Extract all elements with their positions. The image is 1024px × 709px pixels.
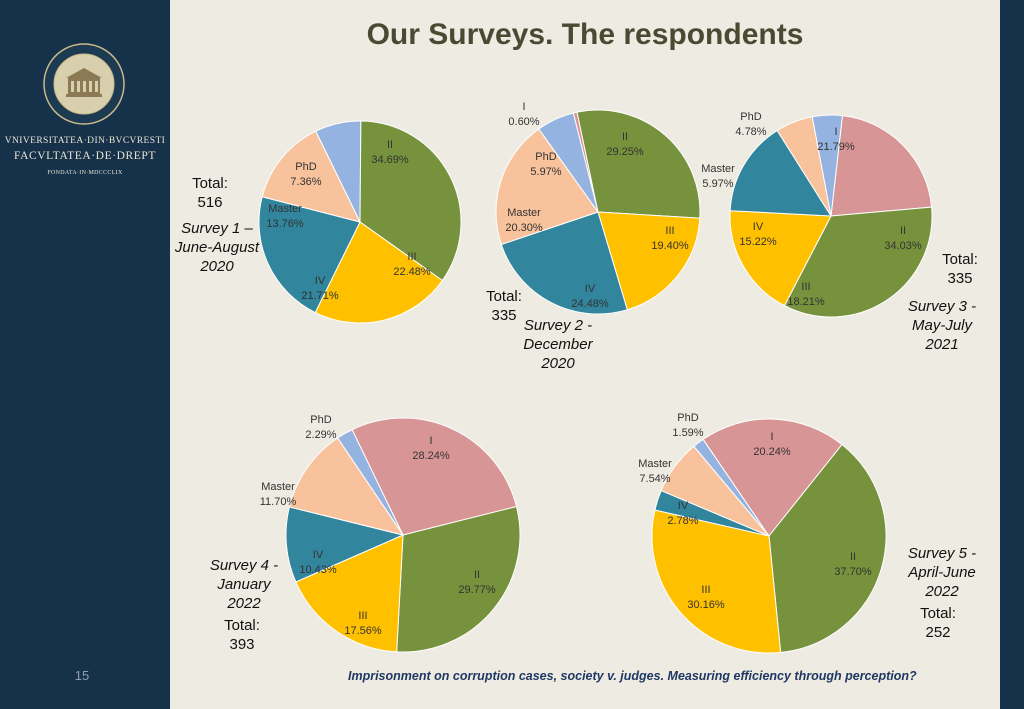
sidebar: VNIVERSITATEA·DIN·BVCVRESTI FACVLTATEA·D… bbox=[0, 0, 170, 709]
survey1-slice-ii bbox=[359, 120, 462, 282]
survey1-label-ii: II 34.69% bbox=[371, 139, 409, 166]
survey2-label-iii: III 19.40% bbox=[651, 225, 689, 252]
survey5-label-iv: IV 2.78% bbox=[667, 500, 698, 527]
survey2-label-iv: IV 24.48% bbox=[571, 283, 609, 310]
survey3-total-label: Total: bbox=[942, 251, 978, 268]
survey1-slice-iii bbox=[314, 221, 444, 324]
survey4-slice-master bbox=[288, 437, 405, 536]
survey4-slice-iv bbox=[285, 506, 405, 583]
survey3-total: Total: 335 bbox=[928, 250, 992, 288]
survey3-slice-ii bbox=[783, 206, 933, 318]
survey4-total-label: Total: bbox=[224, 617, 260, 634]
survey2-note-line: December bbox=[523, 336, 593, 353]
survey1-label-iii: III 22.48% bbox=[393, 251, 431, 278]
survey2-note: Survey 2 - December 2020 bbox=[508, 316, 608, 373]
survey1-total-value: 516 bbox=[197, 194, 223, 211]
survey5-label-i: I 20.24% bbox=[753, 431, 791, 458]
survey3-label-iv: IV 15.22% bbox=[739, 221, 777, 248]
survey4-note: Survey 4 - January 2022 bbox=[194, 556, 294, 613]
survey1-note: Survey 1 – June-August 2020 bbox=[168, 219, 266, 276]
survey1-total: Total: 516 bbox=[178, 174, 242, 212]
survey2-slice-iii bbox=[597, 211, 701, 311]
survey1-note-line: June-August bbox=[174, 239, 260, 256]
footer-caption: Imprisonment on corruption cases, societ… bbox=[348, 669, 917, 683]
survey1-total-label: Total: bbox=[192, 175, 228, 192]
survey3-total-value: 335 bbox=[947, 270, 973, 287]
survey1-note-line: 2020 bbox=[200, 258, 234, 275]
survey2-label-i: I 0.60% bbox=[508, 101, 539, 128]
survey5-label-ii: II 37.70% bbox=[834, 551, 872, 578]
survey5-label-iii: III 30.16% bbox=[687, 584, 725, 611]
survey5-total-label: Total: bbox=[920, 605, 956, 622]
survey4-slice-i bbox=[351, 417, 518, 536]
survey5-total-value: 252 bbox=[925, 624, 951, 641]
survey1-label-master: Master 13.76% bbox=[266, 203, 304, 230]
survey1-label-phd: PhD 7.36% bbox=[290, 161, 321, 188]
survey4-label-i: I 28.24% bbox=[412, 435, 450, 462]
survey4-label-iv: IV 10.43% bbox=[299, 549, 337, 576]
survey3-slice-iii bbox=[729, 210, 832, 307]
survey3-note: Survey 3 - May-July 2021 bbox=[893, 297, 991, 354]
survey4-label-iii: III 17.56% bbox=[344, 610, 382, 637]
survey5-slice-iii bbox=[651, 509, 782, 654]
survey3-slice-iv bbox=[729, 129, 832, 217]
survey3-label-master: Master 5.97% bbox=[701, 163, 735, 190]
survey5-note-line: April-June bbox=[908, 564, 976, 581]
survey4-total: Total: 393 bbox=[210, 616, 274, 654]
survey4-slice-iii bbox=[295, 534, 404, 653]
survey4-label-master: Master 11.70% bbox=[260, 481, 297, 508]
survey3-note-line: Survey 3 - bbox=[907, 298, 977, 315]
survey4-total-value: 393 bbox=[229, 636, 255, 653]
survey2-total-value: 335 bbox=[491, 307, 517, 324]
founding-text: FONDATA·IN·MDCCCLIX bbox=[47, 170, 123, 176]
slide-title: Our Surveys. The respondents bbox=[366, 18, 804, 51]
survey5-slice-i bbox=[702, 418, 843, 537]
survey2-total-label: Total: bbox=[486, 288, 522, 305]
survey5-slice-master bbox=[660, 445, 770, 537]
survey4-slice-ii bbox=[396, 505, 521, 653]
survey2-note-line: 2020 bbox=[541, 355, 575, 372]
survey5-label-master: Master 7.54% bbox=[638, 458, 672, 485]
survey3-note-line: May-July bbox=[911, 317, 972, 334]
survey2-label-master: Master 20.30% bbox=[505, 207, 543, 234]
university-name: VNIVERSITATEA·DIN·BVCVRESTI bbox=[4, 136, 166, 146]
survey1-note-line: Survey 1 – bbox=[181, 220, 253, 237]
survey5-slice-ii bbox=[768, 443, 887, 653]
survey1-slice-master bbox=[261, 130, 361, 223]
university-seal-icon bbox=[43, 43, 125, 125]
survey5-note-line: 2022 bbox=[925, 583, 959, 600]
survey3-label-ii: II 34.03% bbox=[884, 225, 922, 252]
survey2-label-phd: PhD 5.97% bbox=[530, 151, 561, 178]
survey1-label-iv: IV 21.71% bbox=[301, 275, 339, 302]
survey2-label-ii: II 29.25% bbox=[606, 131, 644, 158]
survey3-label-phd: PhD 4.78% bbox=[735, 111, 766, 138]
right-border bbox=[1000, 0, 1024, 709]
survey3-slice-i bbox=[830, 115, 933, 217]
survey5-label-phd: PhD 1.59% bbox=[672, 412, 703, 439]
survey5-total: Total: 252 bbox=[906, 604, 970, 642]
survey4-label-ii: II 29.77% bbox=[458, 569, 496, 596]
survey2-slice-ii bbox=[576, 109, 701, 219]
survey5-note-line: Survey 5 - bbox=[907, 545, 977, 562]
faculty-name: FACVLTATEA·DE·DREPT bbox=[13, 150, 157, 162]
survey4-note-line: January bbox=[217, 576, 271, 593]
survey2-total: Total: 335 bbox=[474, 287, 534, 325]
survey2-note-line: Survey 2 - bbox=[523, 317, 593, 334]
survey2-slice-master bbox=[495, 128, 599, 246]
survey4-note-line: 2022 bbox=[227, 595, 261, 612]
survey1-slice-iv bbox=[258, 196, 361, 314]
survey3-slice-phd bbox=[811, 114, 843, 217]
survey2-slice-phd bbox=[538, 112, 599, 213]
survey3-note-line: 2021 bbox=[925, 336, 959, 353]
survey3-label-iii: III 18.21% bbox=[787, 281, 825, 308]
survey4-label-phd: PhD 2.29% bbox=[305, 414, 336, 441]
slide-number: 15 bbox=[74, 668, 90, 683]
survey5-note: Survey 5 - April-June 2022 bbox=[892, 544, 992, 601]
survey2-slice-iv bbox=[500, 211, 628, 315]
survey4-note-line: Survey 4 - bbox=[209, 557, 279, 574]
survey3-label-i: I 21.79% bbox=[817, 126, 855, 153]
